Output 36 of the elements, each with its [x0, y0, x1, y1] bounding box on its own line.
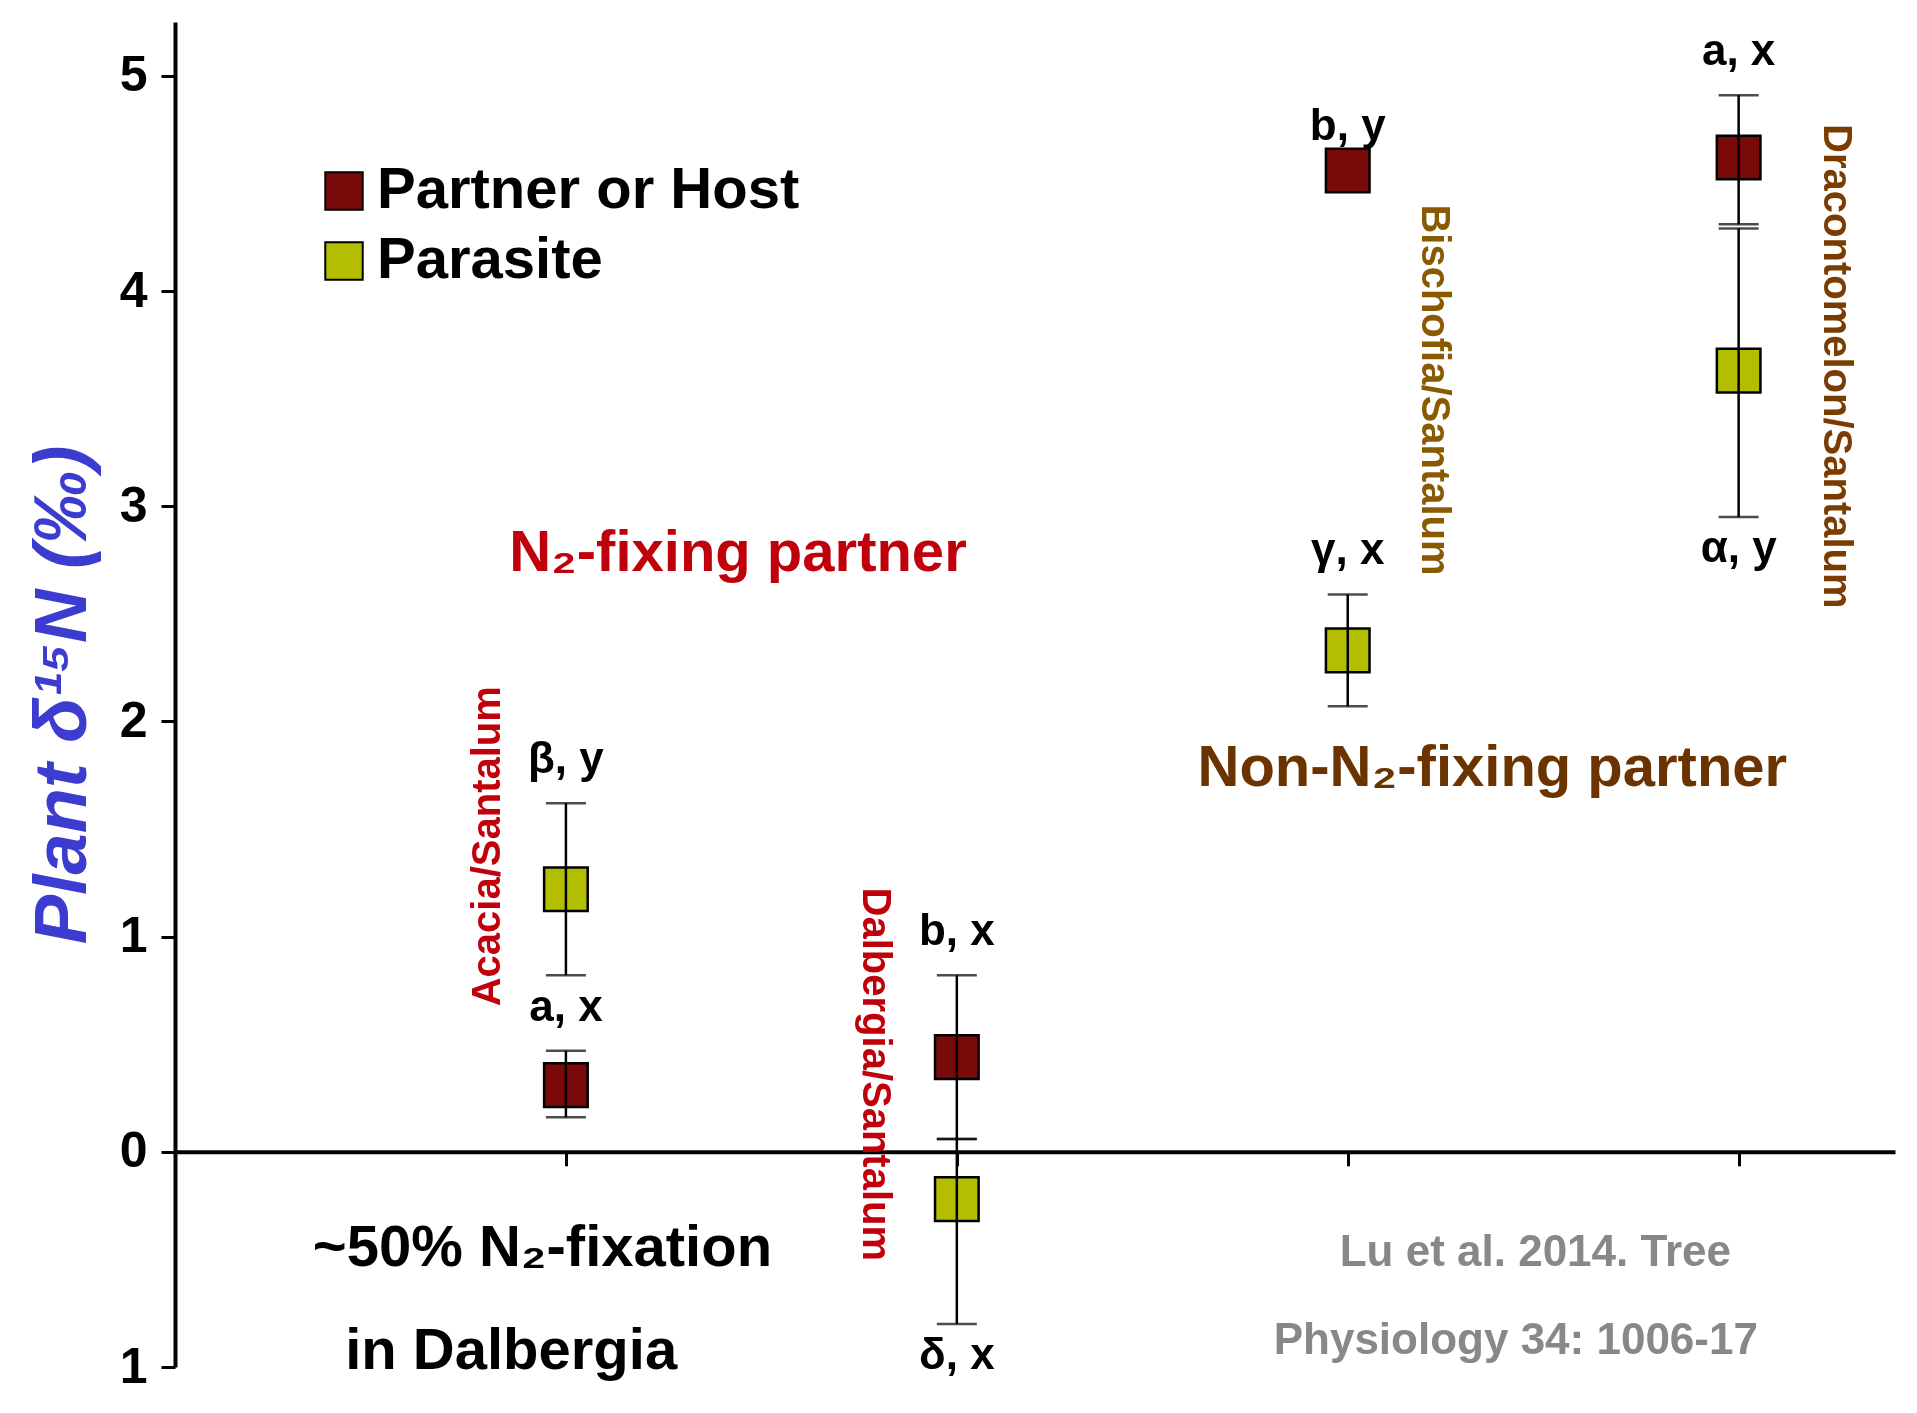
legend-label: Partner or Host	[377, 155, 800, 220]
annotation: Bischofia/Santalum	[1413, 204, 1458, 576]
data-label: β, y	[528, 733, 605, 783]
y-tick-label: 5	[119, 46, 148, 103]
y-tick-label: 2	[119, 691, 148, 748]
point	[542, 1062, 589, 1109]
annotation: N₂-fixing partner	[509, 517, 967, 583]
y-tick-label: 1	[119, 1337, 148, 1394]
point	[1715, 134, 1762, 181]
annotation: Acacia/Santalum	[463, 686, 508, 1007]
annotation: Dalbergia/Santalum	[854, 887, 899, 1262]
point	[1324, 147, 1371, 194]
y-tick-label: 4	[119, 261, 148, 318]
point	[1324, 627, 1371, 674]
data-label: γ, x	[1311, 524, 1385, 574]
point	[542, 866, 589, 913]
annotation: Physiology 34: 1006-17	[1273, 1314, 1758, 1364]
annotation: Lu et al. 2014. Tree	[1339, 1225, 1732, 1275]
data-label: a, x	[529, 980, 604, 1030]
annotation: Dracontomelon/Santalum	[1816, 124, 1861, 609]
annotation: Non-N₂-fixing partner	[1197, 732, 1788, 798]
data-label: b, x	[918, 905, 996, 955]
y-tick-label: 0	[119, 1122, 148, 1179]
data-label: α, y	[1700, 522, 1778, 572]
point	[933, 1034, 980, 1081]
y-tick-label: 1	[119, 907, 148, 964]
data-label: δ, x	[919, 1329, 996, 1379]
y-tick-label: 3	[119, 476, 148, 533]
annotation: in Dalbergia	[345, 1315, 678, 1381]
point	[933, 1176, 980, 1223]
data-label: b, y	[1309, 100, 1387, 150]
annotation: ~50% N₂-fixation	[312, 1212, 773, 1278]
data-label: a, x	[1701, 25, 1776, 75]
legend-label: Parasite	[377, 225, 603, 290]
y-axis-title: Plant δ¹⁵N (‰)	[18, 445, 102, 945]
point	[1715, 347, 1762, 394]
